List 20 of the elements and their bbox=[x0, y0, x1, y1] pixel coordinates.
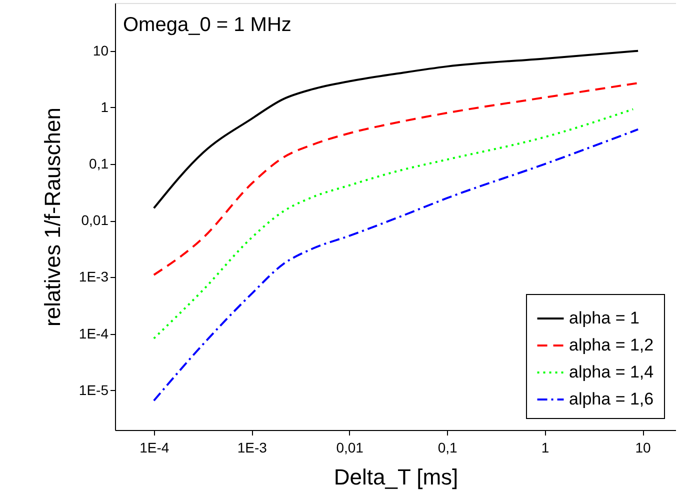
legend-label: alpha = 1,2 bbox=[569, 336, 654, 354]
x-tick-label: 1 bbox=[541, 440, 550, 456]
y-tick-label: 1E-3 bbox=[78, 268, 109, 285]
y-tick-label: 0,1 bbox=[89, 156, 109, 172]
x-tick-label: 0,01 bbox=[336, 440, 364, 456]
x-tick-label: 1E-3 bbox=[237, 440, 268, 456]
y-tick-label: 10 bbox=[92, 42, 109, 58]
legend-label: alpha = 1 bbox=[569, 308, 640, 328]
y-tick-label: 0,01 bbox=[81, 212, 109, 228]
x-tick-label: 10 bbox=[635, 440, 652, 456]
y-tick-label: 1E-5 bbox=[78, 382, 109, 398]
annotation: Omega_0 = 1 MHz bbox=[123, 14, 292, 36]
y-axis-title: relatives 1/f-Rauschen bbox=[40, 108, 65, 326]
x-tick-label: 1E-4 bbox=[140, 440, 170, 456]
y-tick-label: 1 bbox=[100, 98, 109, 115]
y-tick-label: 1E-4 bbox=[78, 325, 109, 342]
x-axis-title: Delta_T [ms] bbox=[334, 464, 458, 490]
legend-label: alpha = 1,6 bbox=[569, 390, 654, 408]
x-tick-label: 0,1 bbox=[438, 440, 458, 456]
legend-label: alpha = 1,4 bbox=[569, 362, 654, 382]
